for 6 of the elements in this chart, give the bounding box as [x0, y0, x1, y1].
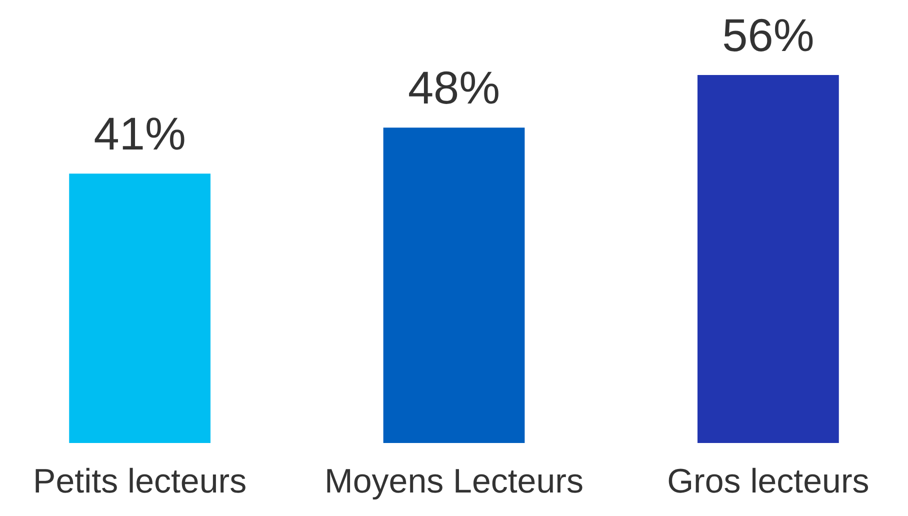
x-tick-label: Gros lecteurs	[667, 462, 870, 500]
data-label: 48%	[408, 62, 500, 114]
data-label: 56%	[722, 9, 814, 61]
x-tick-label: Petits lecteurs	[33, 462, 247, 500]
x-tick-label: Moyens Lecteurs	[324, 462, 584, 500]
data-label: 41%	[94, 108, 186, 160]
